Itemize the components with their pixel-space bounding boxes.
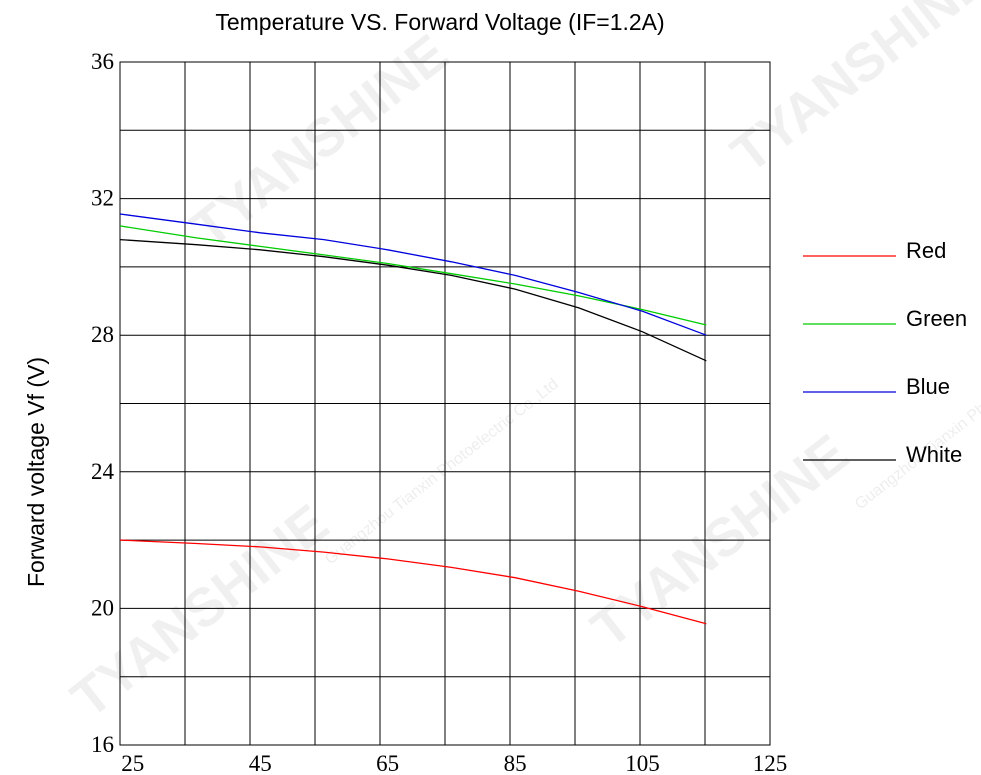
grid (119, 61, 771, 746)
y-tick-label: 24 (91, 459, 115, 484)
watermark-company: Guangzhou Tianxin Photoelectric Co.,Ltd (852, 321, 981, 513)
series-line-blue (119, 213, 707, 336)
x-tick-label: 105 (625, 751, 660, 775)
series-line-red (119, 539, 707, 625)
watermark-layer: TYANSHINE TYANSHINE TYANSHINE TYANSHINE … (60, 0, 981, 729)
y-tick-label: 28 (91, 322, 114, 347)
legend-label-green: Green (906, 306, 967, 331)
watermark-brand: TYANSHINE (580, 423, 859, 659)
series-lines (119, 213, 707, 625)
watermark-brand: TYANSHINE (180, 23, 459, 259)
x-tick-label: 85 (504, 751, 527, 775)
x-tick-label: 65 (376, 751, 399, 775)
y-tick-label: 32 (91, 186, 114, 211)
series-line-green (119, 225, 707, 326)
series-line-white (119, 238, 707, 362)
y-axis-label: Forward voltage Vf (V) (23, 357, 49, 587)
legend-label-blue: Blue (906, 374, 950, 399)
y-tick-label: 20 (91, 595, 114, 620)
y-tick-label: 36 (91, 49, 114, 74)
tick-labels: 16 20 24 28 32 36 25 45 65 85 105 125 (91, 49, 787, 775)
watermark-brand: TYANSHINE (720, 0, 981, 184)
chart-title: Temperature VS. Forward Voltage (IF=1.2A… (215, 9, 664, 35)
legend-label-white: White (906, 442, 962, 467)
x-tick-label: 45 (249, 751, 272, 775)
legend: Red Green Blue White (803, 238, 967, 467)
x-tick-label: 125 (753, 751, 788, 775)
legend-label-red: Red (906, 238, 946, 263)
y-tick-label: 16 (91, 732, 114, 757)
x-tick-label: 25 (121, 751, 144, 775)
